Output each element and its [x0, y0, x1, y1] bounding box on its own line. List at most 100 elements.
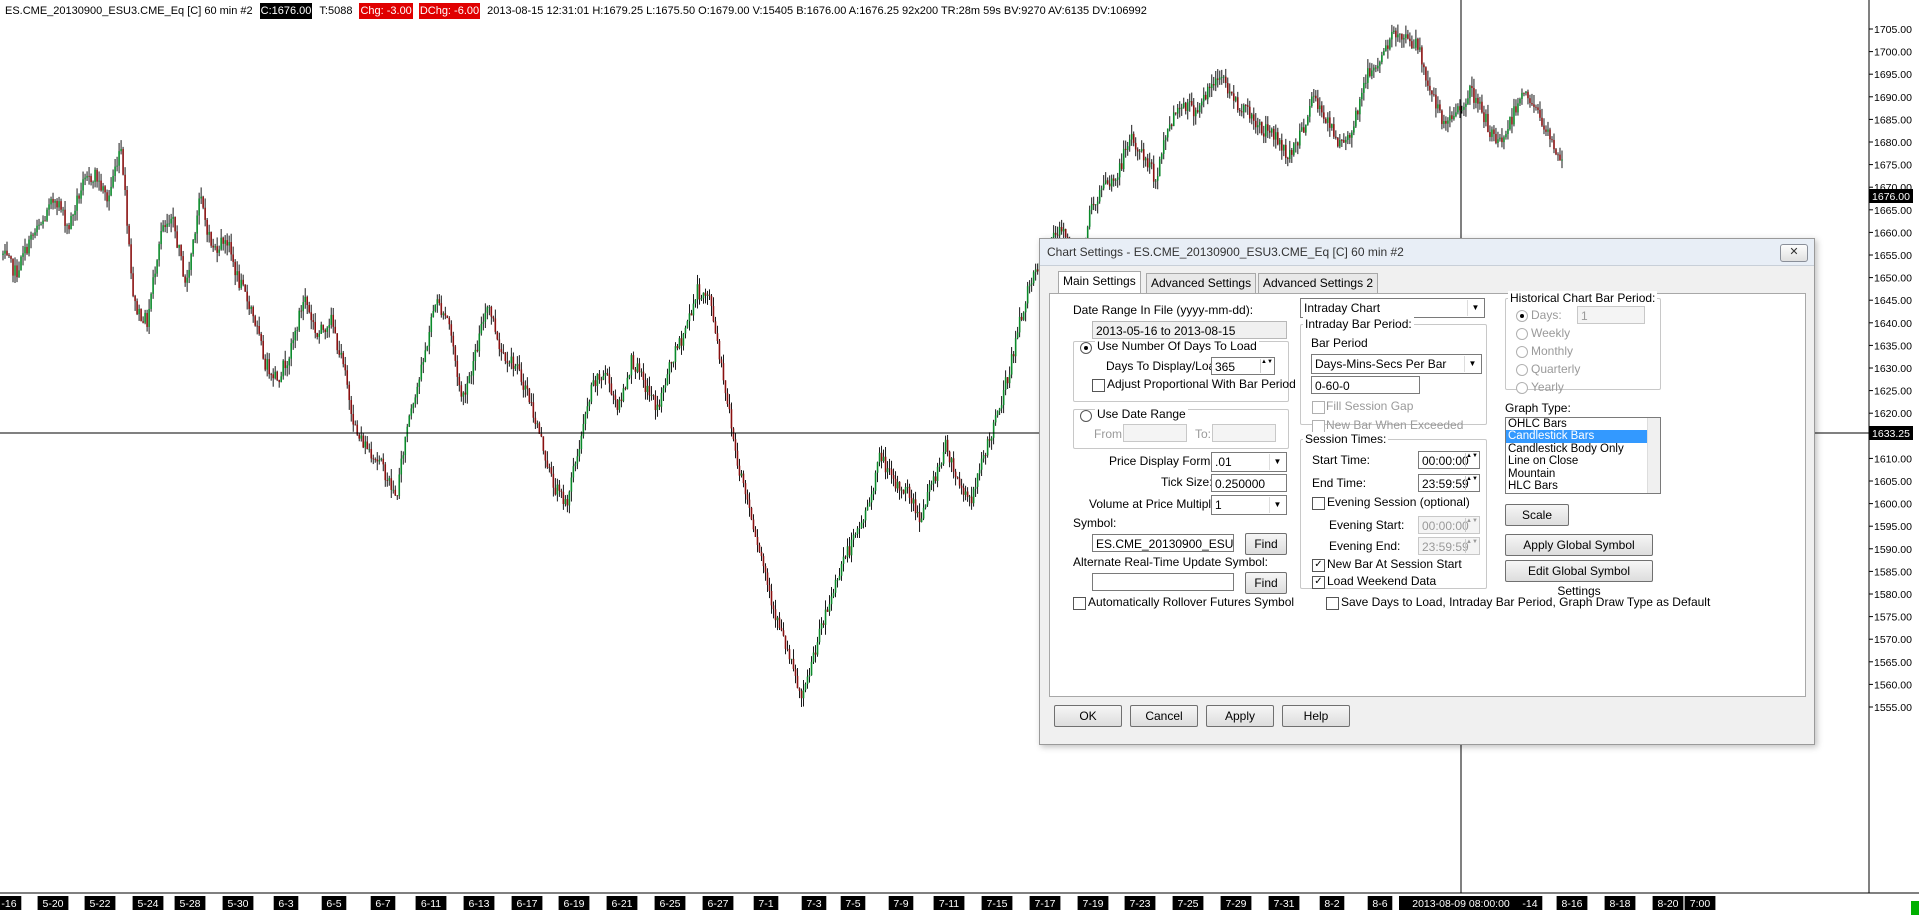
tab-advanced-settings[interactable]: Advanced Settings	[1146, 273, 1257, 293]
candle-body	[818, 628, 821, 643]
candle-body	[1062, 229, 1065, 232]
graph-type-item-selected[interactable]: Candlestick Bars	[1506, 430, 1660, 443]
candle-body	[1022, 312, 1025, 320]
alt-symbol-input[interactable]	[1092, 573, 1234, 591]
load-weekend-checkbox[interactable]: ✓	[1312, 576, 1325, 589]
candle-body	[1212, 84, 1215, 86]
time-tick-bg	[1652, 896, 1684, 910]
candle-body	[890, 469, 893, 476]
candle-body	[316, 332, 319, 337]
candle-body	[432, 310, 435, 318]
find-symbol-button[interactable]: Find	[1245, 533, 1287, 555]
time-tick-bg	[981, 896, 1013, 910]
evening-end-spinner[interactable]: ▲▼	[1465, 539, 1478, 553]
hist-days-radio[interactable]	[1516, 310, 1528, 322]
candle-body	[1226, 82, 1229, 94]
graph-type-item[interactable]: OHLC Bars	[1508, 418, 1567, 430]
apply-global-button[interactable]: Apply Global Symbol Settings	[1505, 534, 1653, 572]
graph-type-item[interactable]: HLC Bars	[1508, 479, 1558, 492]
candle-body	[1255, 120, 1257, 128]
to-input[interactable]	[1212, 424, 1276, 442]
graph-type-scrollbar[interactable]	[1647, 418, 1660, 493]
candle-body	[902, 489, 905, 494]
candle-body	[842, 556, 845, 564]
candle-body	[422, 361, 425, 365]
fill-session-gap-checkbox[interactable]	[1312, 401, 1325, 414]
candle-body	[888, 468, 891, 470]
hist-yearly-radio[interactable]	[1516, 382, 1528, 394]
candle-body	[636, 363, 639, 372]
evening-session-checkbox[interactable]	[1312, 497, 1325, 510]
tab-advanced-settings-2[interactable]: Advanced Settings 2	[1258, 273, 1379, 293]
symbol-input[interactable]: ES.CME_20130900_ESU3.CME	[1092, 534, 1234, 552]
candle-body	[26, 246, 28, 254]
candle-body	[1387, 45, 1389, 49]
use-date-range-radio[interactable]	[1080, 410, 1092, 422]
evening-start-input[interactable]: 00:00:00 ▲▼	[1418, 516, 1480, 534]
intraday-period-title: Intraday Bar Period:	[1303, 317, 1414, 331]
scale-button[interactable]: Scale	[1505, 504, 1569, 526]
days-input[interactable]: 365 ▲▼	[1211, 357, 1275, 375]
candle-body	[86, 175, 88, 178]
bar-period-type-select[interactable]: Days-Mins-Secs Per Bar ▼	[1311, 354, 1482, 374]
rollover-checkbox[interactable]	[1073, 597, 1086, 610]
candle-body	[1120, 163, 1123, 170]
save-defaults-checkbox[interactable]	[1326, 597, 1339, 610]
candle-body	[356, 424, 359, 435]
candle-body	[412, 403, 415, 409]
candle-body	[1337, 137, 1339, 147]
candle-body	[966, 491, 969, 497]
candle-body	[532, 402, 535, 418]
candle-body	[686, 321, 689, 328]
graph-type-item[interactable]: Candlestick Body Only	[1508, 442, 1624, 455]
candle-body	[128, 225, 130, 245]
candle-body	[1180, 107, 1183, 109]
evening-start-spinner[interactable]: ▲▼	[1465, 518, 1478, 532]
candle-body	[1030, 283, 1033, 285]
start-time-spinner[interactable]: ▲▼	[1465, 453, 1478, 467]
cancel-button[interactable]: Cancel	[1130, 705, 1198, 727]
candle-body	[930, 483, 933, 485]
candle-body	[1389, 39, 1391, 49]
candle-body	[992, 422, 995, 438]
graph-type-item[interactable]: Line on Close	[1508, 455, 1579, 468]
dialog-titlebar[interactable]: Chart Settings - ES.CME_20130900_ESU3.CM…	[1040, 239, 1814, 266]
bar-period-input[interactable]: 0-60-0	[1311, 376, 1420, 394]
candle-body	[814, 652, 817, 655]
candle-body	[1058, 227, 1061, 236]
graph-type-list[interactable]: OHLC Bars Candlestick Bars Candlestick B…	[1505, 417, 1661, 494]
hist-weekly-radio[interactable]	[1516, 328, 1528, 340]
adjust-proportional-checkbox[interactable]	[1092, 379, 1105, 392]
hist-days-input[interactable]: 1	[1577, 306, 1645, 324]
ok-button[interactable]: OK	[1054, 705, 1122, 727]
time-tick-bg	[1367, 896, 1393, 910]
edit-global-button[interactable]: Edit Global Symbol Settings	[1505, 560, 1653, 598]
price-format-select[interactable]: .01 ▼	[1211, 452, 1287, 472]
end-time-input[interactable]: 23:59:59 ▲▼	[1418, 474, 1480, 492]
new-bar-session-checkbox[interactable]: ✓	[1312, 559, 1325, 572]
candle-body	[402, 455, 405, 459]
hist-quarterly-radio[interactable]	[1516, 364, 1528, 376]
graph-type-item[interactable]: Mountain	[1508, 467, 1556, 480]
tab-main-settings[interactable]: Main Settings	[1058, 271, 1141, 293]
start-time-input[interactable]: 00:00:00 ▲▼	[1418, 451, 1480, 469]
end-time-spinner[interactable]: ▲▼	[1465, 476, 1478, 490]
candle-body	[678, 338, 681, 349]
help-button[interactable]: Help	[1282, 705, 1350, 727]
days-spinner[interactable]: ▲▼	[1260, 359, 1273, 373]
candle-body	[540, 433, 543, 437]
chart-type-select[interactable]: Intraday Chart ▼	[1300, 298, 1485, 318]
vap-select[interactable]: 1 ▼	[1211, 495, 1287, 515]
apply-button[interactable]: Apply	[1206, 705, 1274, 727]
from-input[interactable]	[1123, 424, 1187, 442]
tick-size-input[interactable]: 0.250000	[1211, 474, 1287, 492]
price-tick-label: 1705.00	[1874, 24, 1912, 36]
candle-body	[1094, 204, 1097, 206]
candle-body	[570, 477, 573, 492]
find-alt-symbol-button[interactable]: Find	[1245, 572, 1287, 594]
hist-monthly-radio[interactable]	[1516, 346, 1528, 358]
close-button[interactable]: ✕	[1780, 244, 1808, 262]
evening-end-input[interactable]: 23:59:59 ▲▼	[1418, 537, 1480, 555]
use-days-radio[interactable]	[1080, 342, 1092, 354]
